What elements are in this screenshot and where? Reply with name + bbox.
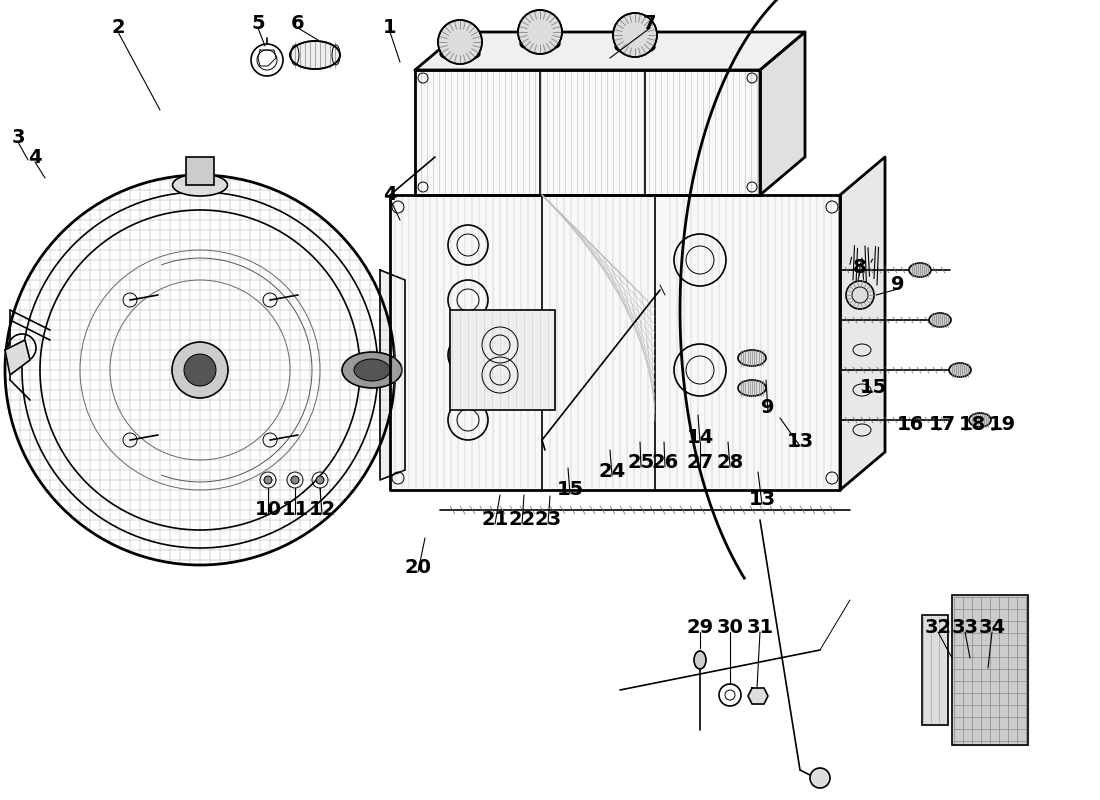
Ellipse shape — [615, 40, 654, 54]
Text: 13: 13 — [786, 432, 814, 451]
Text: 21: 21 — [482, 510, 508, 529]
Text: 18: 18 — [958, 415, 986, 434]
Circle shape — [292, 476, 299, 484]
Text: 16: 16 — [896, 415, 924, 434]
Text: 17: 17 — [928, 415, 956, 434]
Polygon shape — [6, 340, 30, 375]
Ellipse shape — [342, 352, 402, 388]
Text: 4: 4 — [29, 148, 42, 167]
Text: 9: 9 — [761, 398, 774, 417]
Circle shape — [613, 13, 657, 57]
Polygon shape — [415, 32, 805, 70]
Text: 2: 2 — [111, 18, 124, 37]
Text: 33: 33 — [952, 618, 979, 637]
Circle shape — [316, 476, 324, 484]
Ellipse shape — [738, 380, 766, 396]
Text: 31: 31 — [747, 618, 773, 637]
Text: 1: 1 — [383, 18, 397, 37]
Text: 7: 7 — [644, 14, 657, 33]
Bar — [186, 157, 214, 185]
Text: 11: 11 — [282, 500, 309, 519]
Text: 26: 26 — [651, 453, 679, 472]
Text: 20: 20 — [405, 558, 431, 577]
Text: 34: 34 — [978, 618, 1005, 637]
Circle shape — [846, 281, 874, 309]
Text: 5: 5 — [251, 14, 265, 33]
Text: 22: 22 — [508, 510, 536, 529]
Polygon shape — [922, 615, 948, 725]
Ellipse shape — [969, 413, 991, 427]
Circle shape — [518, 10, 562, 54]
Ellipse shape — [520, 38, 560, 50]
Polygon shape — [760, 32, 805, 195]
Polygon shape — [390, 195, 840, 490]
Ellipse shape — [694, 651, 706, 669]
Text: 8: 8 — [854, 258, 867, 277]
Polygon shape — [748, 688, 768, 704]
Ellipse shape — [290, 41, 340, 69]
Text: 15: 15 — [859, 378, 887, 397]
Text: 24: 24 — [598, 462, 626, 481]
Bar — [952, 595, 1028, 745]
Circle shape — [810, 768, 830, 788]
Text: 14: 14 — [686, 428, 714, 447]
Text: 6: 6 — [292, 14, 305, 33]
Text: 10: 10 — [254, 500, 282, 519]
Text: 4: 4 — [383, 185, 397, 204]
Text: 3: 3 — [11, 128, 24, 147]
Text: 30: 30 — [716, 618, 744, 637]
Text: 19: 19 — [989, 415, 1015, 434]
Circle shape — [264, 476, 272, 484]
Polygon shape — [952, 595, 1028, 745]
Ellipse shape — [930, 313, 952, 327]
Circle shape — [438, 20, 482, 64]
Text: 28: 28 — [716, 453, 744, 472]
Ellipse shape — [173, 174, 228, 196]
Polygon shape — [415, 70, 760, 195]
Circle shape — [172, 342, 228, 398]
Ellipse shape — [440, 47, 480, 61]
Ellipse shape — [354, 359, 390, 381]
Text: 23: 23 — [535, 510, 562, 529]
Bar — [450, 310, 556, 410]
Polygon shape — [379, 270, 405, 480]
Text: 15: 15 — [557, 480, 584, 499]
Bar — [922, 615, 948, 725]
Text: 9: 9 — [891, 275, 904, 294]
Ellipse shape — [909, 263, 931, 277]
Ellipse shape — [738, 350, 766, 366]
Text: 32: 32 — [924, 618, 952, 637]
Text: 25: 25 — [627, 453, 654, 472]
Text: 27: 27 — [686, 453, 714, 472]
Text: 12: 12 — [308, 500, 336, 519]
Text: 13: 13 — [748, 490, 775, 509]
Polygon shape — [840, 157, 886, 490]
Text: 29: 29 — [686, 618, 714, 637]
Ellipse shape — [949, 363, 971, 377]
Circle shape — [184, 354, 216, 386]
